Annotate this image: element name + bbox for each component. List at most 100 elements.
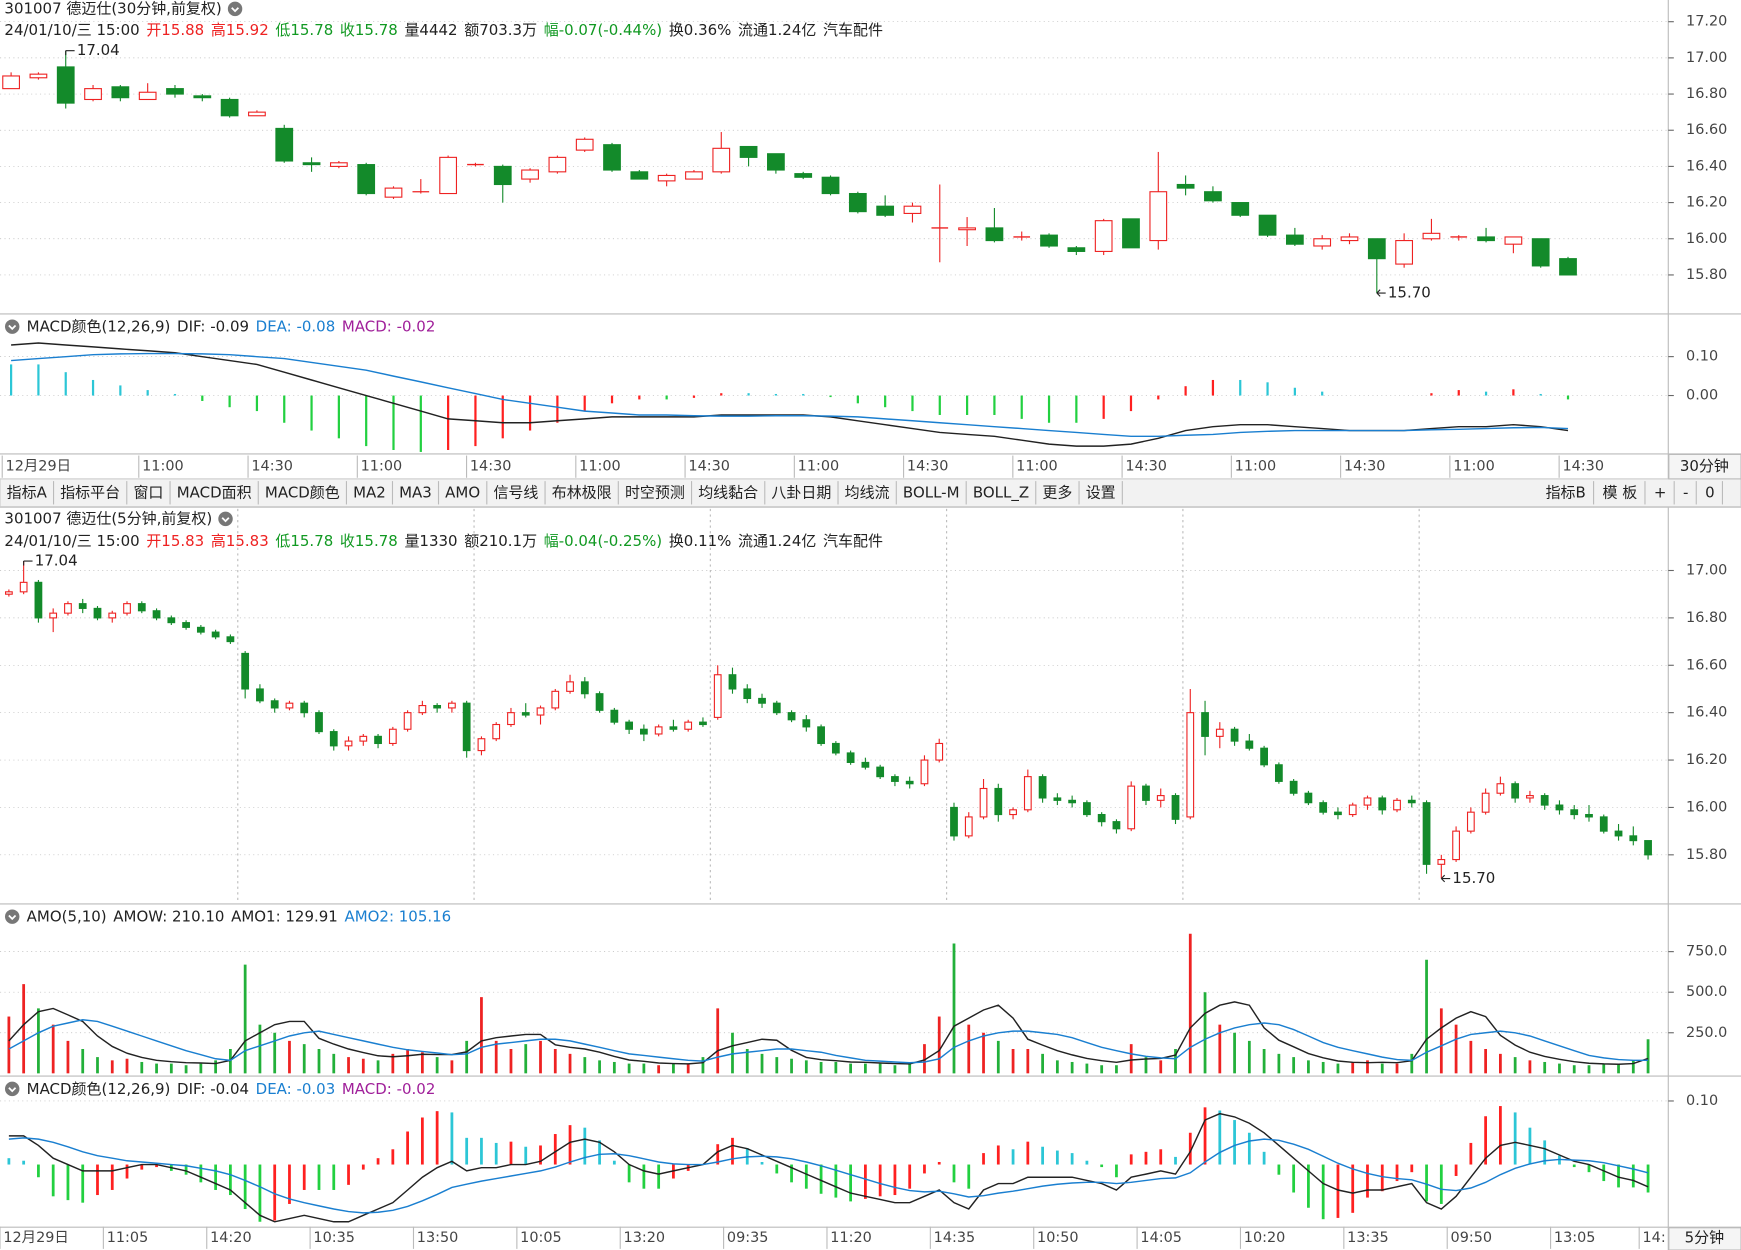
- candle-body: [137, 603, 146, 612]
- header-field: 24/01/10/三 15:00: [4, 532, 139, 550]
- candle-body: [1526, 795, 1534, 799]
- candle-body: [1215, 728, 1224, 737]
- header-field: 量1330: [404, 532, 457, 550]
- toolbar-item[interactable]: 指标A: [7, 483, 48, 501]
- menu-icon[interactable]: [218, 511, 233, 527]
- y-tick-label: 16.20: [1686, 195, 1727, 211]
- header-field: AMO(5,10): [27, 907, 107, 925]
- candle-body: [138, 91, 157, 101]
- header-field: 收15.78: [340, 20, 398, 38]
- header-field: 低15.78: [275, 532, 333, 550]
- toolbar-item[interactable]: 更多: [1042, 483, 1072, 501]
- toolbar-item[interactable]: MA2: [353, 483, 386, 501]
- toolbar-item[interactable]: 均线黏合: [698, 483, 758, 501]
- y-tick-label: 15.80: [1686, 267, 1727, 283]
- candle-body: [1289, 780, 1298, 794]
- candle-body: [315, 712, 323, 733]
- toolbar-item[interactable]: 时空预测: [625, 483, 685, 501]
- header-field: AMOW: 210.10: [113, 907, 224, 925]
- header-text: AMO(5,10) AMOW: 210.10 AMO1: 129.91 AMO2: 1…: [27, 907, 452, 925]
- x-tick-label: 13:20: [624, 1230, 666, 1246]
- period-box: [1668, 453, 1741, 480]
- candle-body: [772, 702, 781, 714]
- header-field: MACD颜色(12,26,9): [27, 317, 171, 335]
- candle-body: [344, 740, 353, 747]
- toolbar-item[interactable]: -: [1683, 483, 1688, 501]
- toolbar-item[interactable]: AMO: [445, 483, 480, 501]
- x-tick-label: 14:: [1643, 1230, 1666, 1246]
- header-text: MACD颜色(12,26,9) DIF: -0.09 DEA: -0.08 MACD:…: [27, 317, 436, 335]
- y-tick-label: 16.80: [1686, 86, 1727, 102]
- toolbar-item[interactable]: 信号线: [493, 483, 538, 501]
- toolbar-item[interactable]: MACD颜色: [265, 483, 340, 501]
- toolbar-item[interactable]: MA3: [399, 483, 432, 501]
- period-box: [1668, 1227, 1741, 1250]
- candle-body: [1555, 804, 1564, 811]
- toolbar-item[interactable]: BOLL-M: [903, 483, 960, 501]
- candle-body: [1231, 202, 1250, 216]
- candle-body: [639, 728, 648, 735]
- period-label: 30分钟: [1680, 457, 1729, 475]
- toolbar-item[interactable]: +: [1654, 483, 1667, 501]
- candle-body: [1094, 220, 1113, 252]
- y-tick-label: 16.60: [1686, 122, 1727, 138]
- candle-body: [1466, 811, 1475, 832]
- x-tick-label: 14:30: [251, 459, 293, 475]
- candle-body: [182, 622, 190, 628]
- header-field: AMO1: 129.91: [231, 907, 338, 925]
- candle-body: [477, 738, 486, 752]
- menu-icon[interactable]: [4, 909, 20, 924]
- menu-icon[interactable]: [4, 319, 20, 334]
- header-text: 24/01/10/三 15:00 开15.83 高15.83 低15.78 收15.78…: [4, 532, 883, 550]
- candle-body: [817, 726, 825, 745]
- y-tick-label: 17.00: [1686, 562, 1727, 578]
- candle-body: [1067, 247, 1086, 252]
- menu-icon[interactable]: [4, 1081, 20, 1097]
- header-field: DIF: -0.09: [177, 317, 249, 335]
- x-tick-label: 11:20: [830, 1230, 872, 1246]
- x-tick-label: 14:20: [210, 1230, 252, 1246]
- menu-icon[interactable]: [227, 1, 243, 17]
- toolbar-item[interactable]: 0: [1705, 483, 1715, 501]
- toolbar-item[interactable]: 指标平台: [60, 483, 120, 501]
- annotation-label: 15.70: [1388, 284, 1431, 302]
- candle-body: [1127, 785, 1136, 830]
- candle-body: [226, 636, 235, 643]
- amo2-line: [8, 1019, 1649, 1064]
- candle-body: [1481, 792, 1490, 813]
- candle-body: [493, 165, 512, 186]
- candle-body: [111, 86, 130, 99]
- annotation-label: 17.04: [77, 41, 120, 59]
- toolbar-item[interactable]: 均线流: [845, 483, 890, 501]
- x-tick-label: 10:35: [313, 1230, 355, 1246]
- candle-body: [713, 674, 722, 718]
- header-text: MACD颜色(12,26,9) DIF: -0.04 DEA: -0.03 MACD:…: [27, 1079, 436, 1097]
- candle-body: [848, 192, 867, 213]
- toolbar-item[interactable]: 八卦日期: [771, 483, 831, 501]
- candle-body: [220, 98, 239, 117]
- toolbar-item[interactable]: 指标B: [1546, 483, 1586, 501]
- toolbar-item[interactable]: 布林极限: [552, 483, 612, 501]
- toolbar-item[interactable]: 设置: [1086, 483, 1116, 501]
- header-field: 汽车配件: [823, 532, 883, 550]
- candle-body: [1122, 218, 1140, 249]
- candle-body: [964, 816, 973, 837]
- header-field: 汽车配件: [823, 20, 883, 38]
- x-tick-label: 12月29日: [3, 1230, 69, 1246]
- candle-body: [551, 690, 560, 709]
- candle-body: [595, 693, 604, 711]
- toolbar-item[interactable]: MACD面积: [177, 483, 252, 501]
- candle-body: [462, 702, 471, 752]
- candle-body: [1531, 238, 1550, 267]
- toolbar-item[interactable]: 窗口: [133, 483, 163, 501]
- candle-body: [1260, 747, 1268, 766]
- x-tick-label: 14:30: [1125, 459, 1167, 475]
- candle-body: [1313, 238, 1332, 247]
- candle-body: [1068, 799, 1077, 804]
- toolbar-item[interactable]: 模 板: [1602, 483, 1637, 501]
- toolbar-item[interactable]: BOLL_Z: [973, 483, 1029, 502]
- candle-body: [248, 111, 266, 117]
- y-tick-label: 16.00: [1686, 799, 1727, 815]
- candle-body: [1201, 712, 1209, 737]
- x-tick-label: 09:35: [727, 1230, 769, 1246]
